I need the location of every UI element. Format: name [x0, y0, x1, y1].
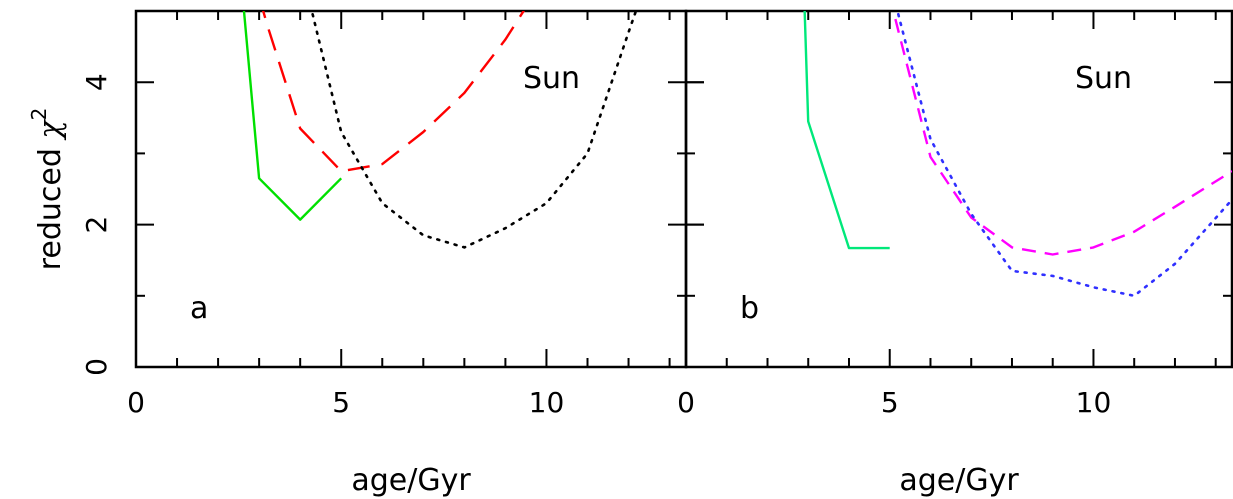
x-tick-label-a: 10	[529, 386, 565, 419]
annotation-sun-b: Sun	[1075, 61, 1132, 96]
x-axis-title-a: age/Gyr	[351, 463, 471, 498]
series-line-b-1	[803, 11, 890, 250]
series-group-a	[242, 11, 638, 249]
x-tick-label-a: 0	[127, 386, 145, 419]
plot-frame-b	[684, 9, 1233, 369]
x-tick-label-b: 10	[1076, 386, 1112, 419]
y-axis-title-exponent: 2	[27, 108, 51, 121]
y-axis-title-symbol: χ	[33, 119, 68, 141]
x-tick-label-b: 5	[881, 386, 899, 419]
x-tick-label-a: 5	[332, 386, 350, 419]
chart-panel-b: 0 5 10 b Sun age/Gyr	[677, 9, 1233, 498]
y-axis-title: reduced χ2	[27, 108, 68, 271]
y-tick-label: 0	[80, 358, 113, 376]
x-tick-label-b: 0	[677, 386, 695, 419]
panel-label-b: b	[740, 291, 759, 326]
y-tick-label: 2	[80, 216, 113, 234]
series-group-b	[803, 11, 1232, 298]
annotation-sun-a: Sun	[523, 61, 580, 96]
series-line-b-2	[892, 11, 1232, 256]
y-tick-label: 4	[80, 73, 113, 91]
series-line-a-1	[242, 11, 343, 221]
ticks-group-a: 0 5 10 0 2 4	[80, 11, 704, 419]
series-line-a-2	[261, 11, 526, 173]
y-axis-title-text: reduced	[33, 139, 68, 271]
panel-label-a: a	[190, 291, 208, 326]
plot-frame-a	[134, 9, 688, 369]
series-line-b-3	[896, 11, 1232, 298]
x-axis-title-b: age/Gyr	[899, 463, 1019, 498]
series-line-a-3	[310, 11, 638, 249]
ticks-group-b: 0 5 10	[677, 11, 1232, 419]
